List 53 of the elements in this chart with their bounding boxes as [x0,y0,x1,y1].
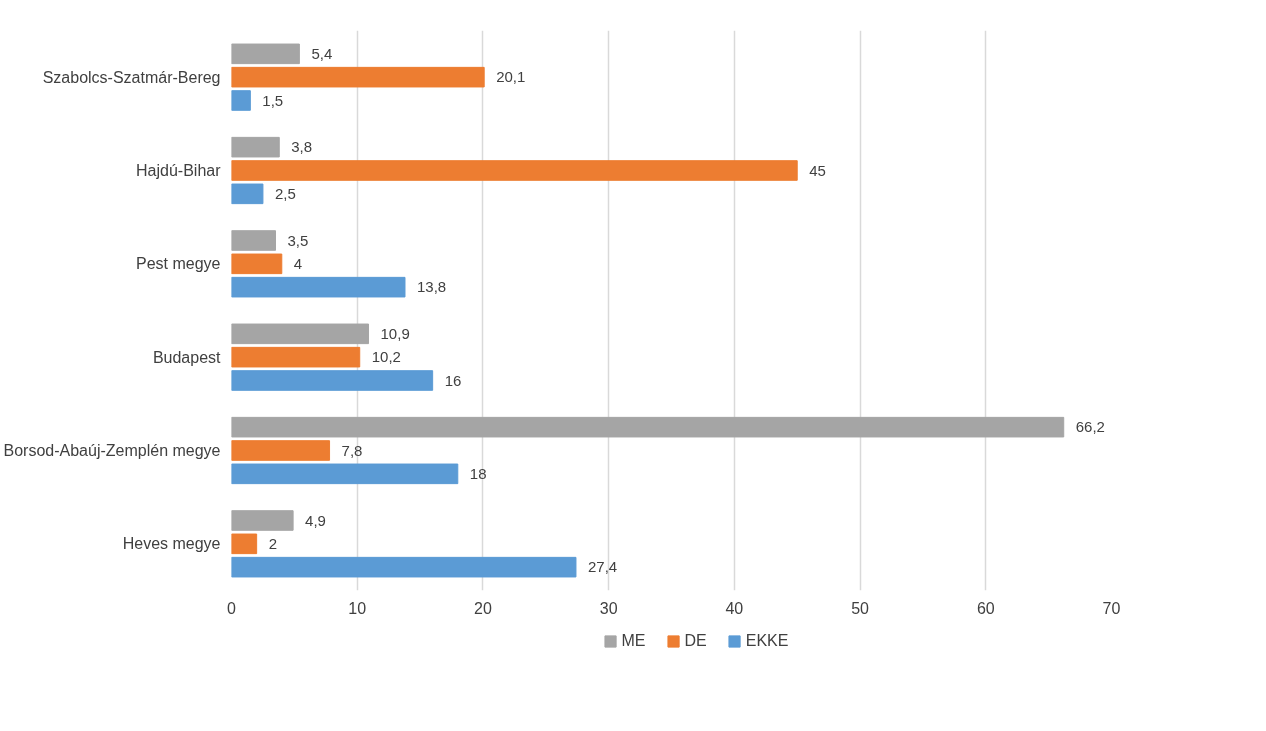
bar [231,160,798,181]
bar [231,230,276,251]
data-label: 3,5 [287,231,309,249]
data-label: 2,5 [274,184,296,202]
bar [231,510,294,531]
data-label: 18 [469,464,487,482]
bar [231,556,577,578]
bar [231,276,406,298]
y-tick-label: Pest megye [136,255,221,273]
x-tick-label: 10 [348,599,367,617]
bar [231,440,331,461]
data-label: 20,1 [496,68,526,86]
data-label: 7,8 [341,441,363,459]
legend-label: EKKE [745,632,789,650]
data-label: 4 [293,254,303,272]
x-tick-label: 20 [474,599,492,617]
bar [231,43,300,65]
legend-label: ME [621,632,646,650]
x-tick-label: 30 [599,599,618,617]
data-label: 45 [809,161,826,179]
y-tick-label: Szabolcs-Szatmár-Bereg [42,68,221,86]
y-tick-label: Borsod-Abaúj-Zemplén megye [3,442,221,459]
x-tick-label: 40 [725,599,744,617]
data-label: 3,8 [291,138,313,156]
data-label: 2 [268,534,277,552]
bar [231,66,485,88]
bar [231,90,251,111]
data-label: 4,9 [305,511,326,529]
bar [231,183,264,205]
y-tick-label: Budapest [152,348,222,366]
bar [231,416,1065,438]
x-tick-label: 60 [976,599,995,617]
data-label: 10,9 [380,324,410,342]
data-label: 13,8 [416,278,447,296]
x-tick-label: 50 [851,599,870,617]
x-tick-label: 70 [1102,599,1121,617]
bar [231,533,258,555]
bar [231,323,370,345]
bar [231,463,459,485]
bar [231,346,361,368]
data-label: 16 [444,371,462,389]
y-tick-label: Hajdú-Bihar [136,162,222,179]
bar [231,370,434,391]
data-label: 27,4 [587,558,618,576]
bar [231,136,280,158]
y-tick-label: Heves megye [122,535,221,553]
data-label: 5,4 [311,44,333,62]
legend-label: DE [684,632,707,650]
data-label: 66,2 [1075,418,1105,436]
data-label: 1,5 [262,91,284,109]
data-label: 10,2 [371,348,401,366]
bar [231,253,283,275]
x-tick-label: 0 [227,599,237,617]
